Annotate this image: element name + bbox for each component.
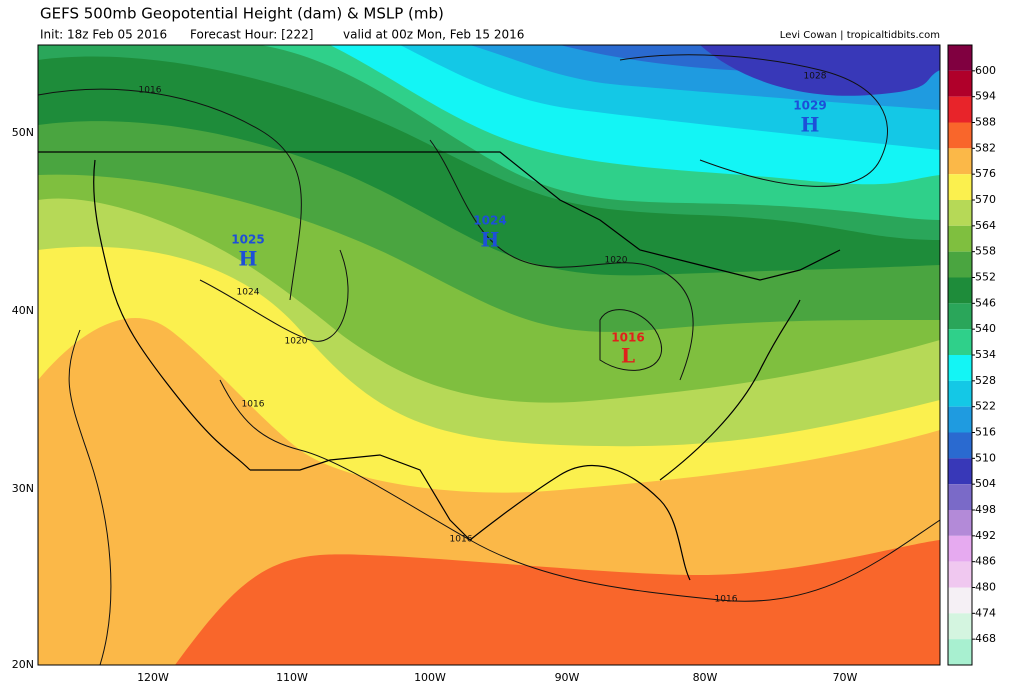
isobar [38,88,302,301]
init-time: Init: 18z Feb 05 2016 [40,28,167,42]
colorbar-swatch [948,458,972,485]
colorbar-label: 504 [975,477,996,490]
colorbar-label: 468 [975,632,996,645]
lon-label: 100W [414,671,446,684]
isobar-label: 1024 [237,288,260,298]
isobar [429,139,694,381]
colorbar-label: 480 [975,581,996,594]
colorbar-swatch [948,96,972,123]
colorbar-swatch [948,148,972,175]
title: GEFS 500mb Geopotential Height (dam) & M… [40,5,444,23]
colorbar-label: 552 [975,271,996,284]
colorbar-swatch [948,639,972,665]
high-pressure-letter: H [239,247,258,271]
lat-label: 40N [12,304,34,317]
map-frame [37,44,941,666]
lon-label: 70W [833,671,858,684]
colorbar-swatch [948,510,972,536]
colorbar-label: 594 [975,90,996,103]
colorbar-swatch [948,70,972,97]
colorbar-label: 570 [975,193,996,206]
isobar-label: 1016 [715,595,738,605]
isobar-label: 1020 [605,256,628,266]
colorbar-swatch [948,484,972,510]
colorbar-label: 522 [975,400,996,413]
isobar-label: 1016 [242,400,265,410]
colorbar-label: 540 [975,322,996,335]
colorbar-label: 474 [975,606,996,619]
isobar-label: 1016 [450,535,473,545]
forecast-hour: Forecast Hour: [222] [190,28,313,42]
colorbar-swatch [948,251,972,278]
isobar [619,54,888,187]
lon-label: 80W [693,671,718,684]
colorbar-swatch [948,329,972,355]
high-pressure-letter: H [481,228,500,252]
coastline [250,454,691,581]
colorbar-label: 546 [975,296,996,309]
colorbar-swatch [948,225,972,252]
isobars [38,54,940,665]
colorbar-swatch [948,200,972,226]
colorbar-swatch [948,613,972,640]
lat-label: 50N [12,126,34,139]
colorbar-swatch [948,174,972,200]
colorbar-swatch [948,587,972,614]
colorbar: 600 594 588 582 576 570 564 558 552 546 540 534 528 5… [947,44,996,666]
colorbar-swatch [948,45,972,71]
credit: Levi Cowan | tropicaltidbits.com [780,30,940,41]
colorbar-label: 516 [975,426,996,439]
colorbar-label: 486 [975,555,996,568]
boundaries [38,151,841,581]
valid-time: valid at 00z Mon, Feb 15 2016 [343,28,524,42]
lon-label: 120W [137,671,169,684]
colorbar-swatch [948,535,972,562]
height-bands [38,45,940,665]
lat-label: 20N [12,658,34,671]
isobar [219,379,940,602]
isobar [599,309,663,371]
colorbar-swatch [948,122,972,149]
colorbar-label: 588 [975,116,996,129]
lon-label: 90W [555,671,580,684]
colorbar-label: 600 [975,64,996,77]
high-pressure-letter: H [801,113,820,137]
colorbar-swatch [948,561,972,588]
isobar-label: 1016 [139,86,162,96]
colorbar-label: 492 [975,529,996,542]
colorbar-swatch [948,277,972,304]
low-pressure-value: 1016 [611,331,644,345]
colorbar-label: 582 [975,141,996,154]
colorbar-label: 576 [975,167,996,180]
colorbar-label: 528 [975,374,996,387]
colorbar-label: 558 [975,245,996,258]
high-pressure-value: 1024 [473,214,506,228]
low-pressure-letter: L [621,344,635,368]
colorbar-swatch [948,380,972,407]
high-pressure-value: 1025 [231,233,264,247]
isobar-label: 1020 [285,337,308,347]
coastline [93,159,251,471]
colorbar-label: 498 [975,503,996,516]
isobar [199,249,349,342]
lon-label: 110W [276,671,308,684]
colorbar-label: 534 [975,348,996,361]
coastline [659,299,801,481]
colorbar-swatch [948,432,972,459]
colorbar-swatch [948,406,972,433]
isobar-label: 1028 [804,72,827,82]
colorbar-swatch [948,303,972,330]
colorbar-label: 564 [975,219,996,232]
colorbar-swatch [948,355,972,381]
colorbar-label: 510 [975,451,996,464]
high-pressure-value: 1029 [793,99,826,113]
isobar [68,329,112,665]
lat-label: 30N [12,482,34,495]
border-line [38,151,841,281]
